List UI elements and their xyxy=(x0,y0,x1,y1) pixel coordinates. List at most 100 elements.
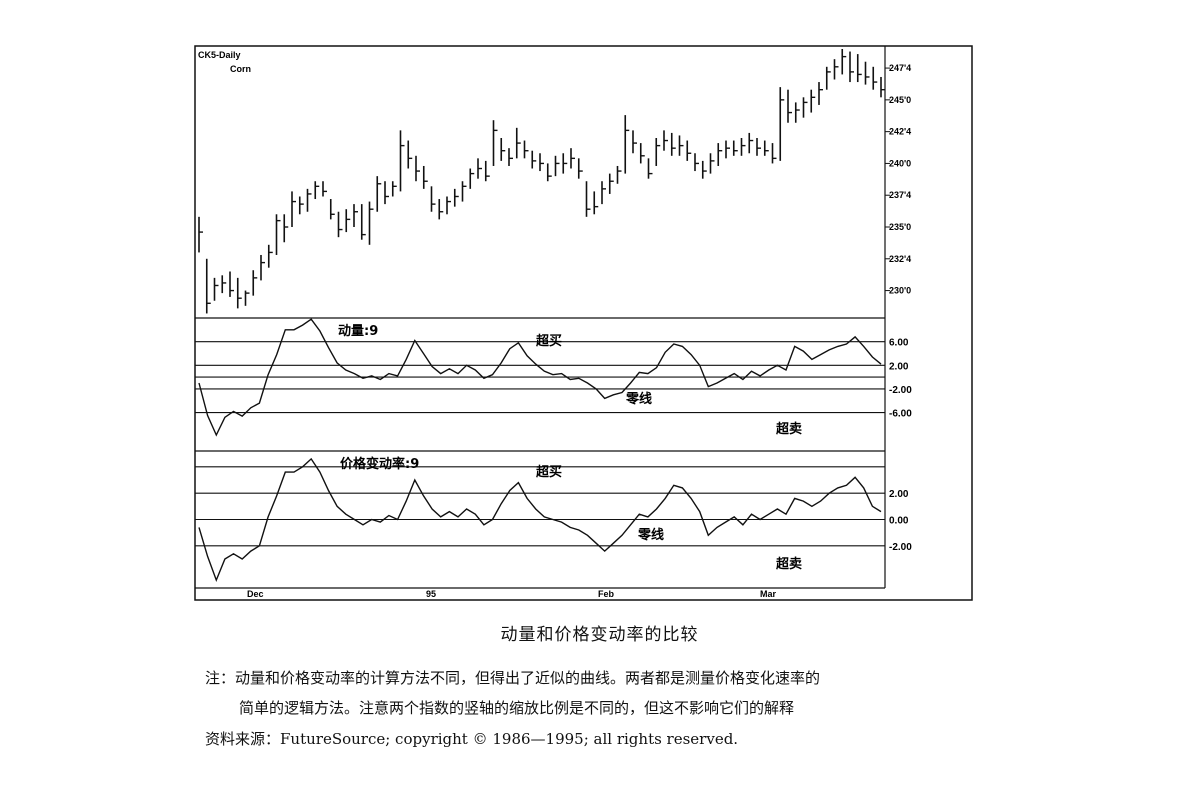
price-bar xyxy=(360,204,366,240)
momentum-y-tick-label: -2.00 xyxy=(889,385,912,396)
price-y-tick-label: 235'0 xyxy=(889,222,911,232)
price-bar xyxy=(678,135,684,156)
figure-note-line-1: 注：动量和价格变动率的计算方法不同，但得出了近似的曲线。两者都是测量价格变化速率… xyxy=(205,669,821,687)
roc-title: 价格变动率:9 xyxy=(340,456,419,472)
price-bar xyxy=(771,143,777,164)
figure-caption-title: 动量和价格变动率的比较 xyxy=(500,625,699,645)
figure: CK5-Daily Corn 247'4 245'0 242'4 240'0 237'4… xyxy=(194,45,973,601)
price-panel: CK5-Daily Corn 247'4 245'0 242'4 240'0 237'4… xyxy=(198,49,911,314)
roc-y-tick-label: 2.00 xyxy=(889,489,909,500)
price-bar xyxy=(337,211,343,238)
price-bar xyxy=(570,148,575,169)
price-bar xyxy=(500,138,506,161)
price-bar xyxy=(794,102,800,123)
price-y-tick-label: 230'0 xyxy=(889,286,911,296)
price-bar xyxy=(430,186,436,212)
price-bar xyxy=(453,188,459,207)
momentum-reference-lines xyxy=(195,341,885,414)
momentum-title: 动量:9 xyxy=(338,324,378,339)
price-bar xyxy=(748,132,754,154)
price-bar xyxy=(298,196,304,215)
price-bar xyxy=(779,87,785,161)
price-bar xyxy=(252,270,258,296)
roc-panel: 2.00 0.00 -2.00 价格变动率:9 超买 零线 超卖 xyxy=(195,456,912,583)
price-bars xyxy=(198,49,885,314)
x-tick-label: Mar xyxy=(760,589,777,599)
price-bar xyxy=(849,51,854,83)
price-bar xyxy=(841,49,847,75)
price-y-tick-label: 247'4 xyxy=(889,63,911,73)
price-bar xyxy=(275,214,281,255)
price-bar xyxy=(531,150,537,169)
x-tick-label: Dec xyxy=(247,589,264,599)
roc-series-line xyxy=(198,457,882,583)
roc-y-tick-label: 0.00 xyxy=(889,516,909,527)
x-axis-labels: Dec 95 Feb Mar xyxy=(247,589,777,599)
price-bar xyxy=(663,130,668,151)
price-bar xyxy=(802,97,808,118)
price-bar xyxy=(508,148,513,166)
momentum-y-tick-label: 6.00 xyxy=(889,338,909,349)
roc-oversold-label: 超卖 xyxy=(776,556,802,572)
price-bar xyxy=(213,277,219,301)
source-text: FutureSource; copyright © 1986—1995; all… xyxy=(280,730,739,748)
price-bar xyxy=(322,181,327,197)
price-bar xyxy=(864,61,870,85)
price-bar xyxy=(686,140,692,161)
figure-source: 资料来源：FutureSource; copyright © 1986—1995… xyxy=(205,728,738,749)
price-bar xyxy=(554,155,560,177)
price-bar xyxy=(694,153,699,172)
price-bar xyxy=(756,138,761,156)
price-bar xyxy=(639,143,645,164)
price-y-tick-label: 232'4 xyxy=(889,254,911,264)
momentum-zero-label: 零线 xyxy=(625,391,652,407)
price-bar xyxy=(717,143,723,166)
price-y-tick-label: 242'4 xyxy=(889,127,911,137)
price-bar xyxy=(314,181,320,200)
price-bar xyxy=(260,254,265,281)
price-bar xyxy=(283,214,289,243)
price-bar xyxy=(608,173,614,194)
x-tick-label: 95 xyxy=(426,589,436,599)
price-y-tick-label: 237'4 xyxy=(889,190,911,200)
price-bar xyxy=(833,59,839,80)
price-bar xyxy=(469,168,475,189)
price-bar xyxy=(701,160,707,179)
price-bar xyxy=(291,191,296,227)
price-bar xyxy=(368,201,374,245)
price-bar xyxy=(647,158,653,179)
price-bar xyxy=(198,216,203,253)
price-bar xyxy=(562,153,568,174)
price-bar xyxy=(221,275,227,294)
price-bar xyxy=(484,160,490,182)
price-bar xyxy=(670,132,676,156)
price-bar xyxy=(492,120,498,166)
price-bar xyxy=(732,140,738,156)
price-chart-subtitle: Corn xyxy=(230,64,251,74)
price-bar xyxy=(818,82,823,105)
price-bar xyxy=(787,89,792,123)
x-tick-label: Feb xyxy=(598,589,615,599)
price-bar xyxy=(593,191,599,215)
roc-zero-label: 零线 xyxy=(637,527,664,543)
roc-y-tick-label: -2.00 xyxy=(889,542,912,553)
price-bar xyxy=(205,258,211,314)
roc-overbought-label: 超买 xyxy=(536,464,562,480)
price-bar xyxy=(329,199,335,220)
price-bar xyxy=(880,76,885,98)
price-bar xyxy=(872,66,878,90)
price-bar xyxy=(616,165,622,184)
price-bar xyxy=(577,158,583,179)
price-bar xyxy=(725,140,730,159)
price-bar xyxy=(825,66,831,90)
price-bar xyxy=(763,140,769,156)
price-y-axis: 247'4 245'0 242'4 240'0 237'4 235'0 232'4 230'0 xyxy=(885,63,911,296)
price-bar xyxy=(244,290,250,306)
price-bar xyxy=(585,181,591,217)
price-chart-title: CK5-Daily xyxy=(198,50,241,60)
price-bar xyxy=(384,181,389,205)
price-bar xyxy=(391,181,397,197)
price-y-tick-label: 240'0 xyxy=(889,158,911,168)
price-bar xyxy=(632,130,637,154)
price-bar xyxy=(236,277,242,309)
